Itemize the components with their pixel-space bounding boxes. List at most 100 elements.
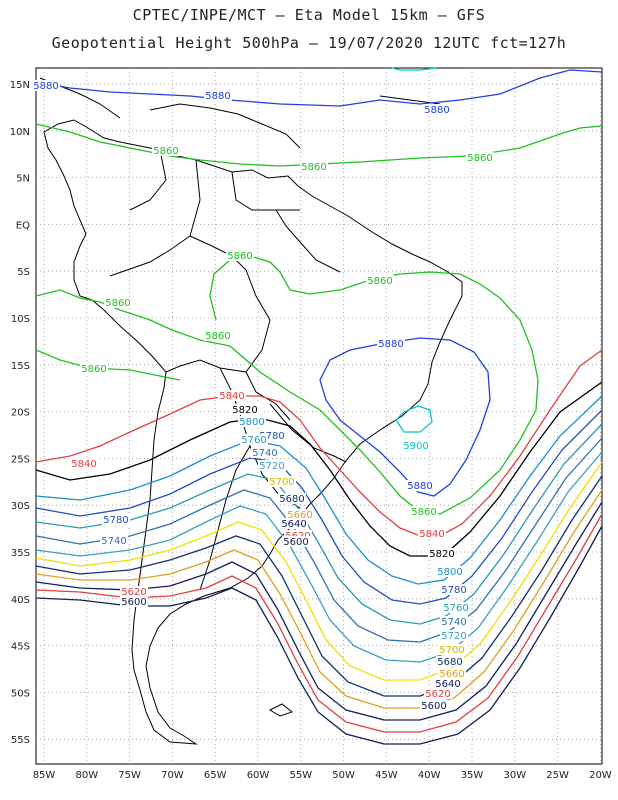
contour-5600: [35, 525, 603, 745]
contour-label: 5900: [403, 441, 428, 452]
contour-label-bg: [70, 458, 98, 469]
contour-label-bg: [231, 404, 259, 415]
lon-tick-label: 65W: [204, 770, 227, 781]
contour-label-bg: [440, 616, 468, 627]
contour-label: 5800: [437, 567, 462, 578]
contour-label-bg: [442, 602, 470, 613]
contour-label-bg: [226, 250, 254, 261]
contour-label-bg: [268, 476, 296, 487]
lat-tick-label: 40S: [11, 595, 30, 606]
contour-label: 5880: [205, 91, 230, 102]
contour-label: 5660: [287, 510, 312, 521]
contour-label: 5840: [71, 459, 96, 470]
contour-5640: [35, 501, 603, 721]
contour-label-bg: [282, 536, 310, 547]
contour-label-bg: [286, 509, 314, 520]
contour-label-bg: [238, 416, 266, 427]
lat-tick-label: 20S: [11, 408, 30, 419]
contour-label: 5720: [259, 461, 284, 472]
contour-5840: [35, 349, 603, 537]
contour-label-bg: [102, 514, 130, 525]
lon-tick-label: 45W: [375, 770, 398, 781]
contour-label: 5780: [259, 431, 284, 442]
axis-labels: 15N10N5NEQ5S10S15S20S25S30S35S40S45S50S5…: [10, 80, 612, 781]
contour-label: 5740: [252, 448, 277, 459]
lat-tick-label: 30S: [11, 501, 30, 512]
contour-label: 5700: [269, 477, 294, 488]
lon-tick-label: 75W: [118, 770, 141, 781]
lon-tick-label: 60W: [247, 770, 270, 781]
lon-tick-label: 25W: [546, 770, 569, 781]
contour-label: 5820: [232, 405, 257, 416]
lat-tick-label: 55S: [11, 735, 30, 746]
contour-label-bg: [440, 630, 468, 641]
contour-label: 5600: [121, 597, 146, 608]
lon-tick-label: 85W: [33, 770, 56, 781]
falklands: [268, 703, 294, 717]
contour-label-bg: [402, 440, 430, 451]
contour-label-bg: [423, 104, 451, 115]
contour-label-bg: [434, 678, 462, 689]
contour-label-bg: [120, 586, 148, 597]
lon-tick-label: 70W: [161, 770, 184, 781]
contour-label: 5860: [367, 276, 392, 287]
contour-label: 5760: [443, 603, 468, 614]
contour-label-bg: [218, 390, 246, 401]
contour-label-bg: [204, 90, 232, 101]
contour-label-bg: [300, 161, 328, 172]
contour-5900-north: [391, 67, 437, 71]
contour-label-bg: [32, 80, 60, 91]
lon-tick-label: 30W: [503, 770, 526, 781]
contour-label: 5600: [421, 701, 446, 712]
contour-label-bg: [440, 584, 468, 595]
lon-tick-label: 80W: [75, 770, 98, 781]
contour-5860-north: [35, 123, 603, 167]
lat-tick-label: 10N: [10, 127, 30, 138]
contour-label: 5680: [279, 494, 304, 505]
lat-tick-label: 15S: [11, 361, 30, 372]
contour-label: 5860: [105, 298, 130, 309]
contour-label-bg: [204, 330, 232, 341]
contour-label: 5720: [441, 631, 466, 642]
contour-label: 5880: [33, 81, 58, 92]
contour-label-bg: [428, 548, 456, 559]
lon-tick-label: 35W: [461, 770, 484, 781]
contour-label-bg: [120, 596, 148, 607]
contour-label-bg: [436, 566, 464, 577]
contour-label: 5740: [101, 536, 126, 547]
contour-label-bg: [438, 668, 466, 679]
contour-label: 5820: [429, 549, 454, 560]
lat-tick-label: 5N: [16, 174, 30, 185]
contour-label-bg: [152, 145, 180, 156]
contour-label: 5780: [103, 515, 128, 526]
caribbean-coast: [39, 77, 441, 149]
contour-5860-west: [35, 349, 181, 381]
contour-label: 5860: [467, 153, 492, 164]
contour-5660: [35, 489, 603, 709]
contour-label: 5780: [441, 585, 466, 596]
contour-label-bg: [251, 447, 279, 458]
lon-tick-label: 40W: [418, 770, 441, 781]
contour-5800: [35, 395, 603, 585]
lon-tick-label: 20W: [589, 770, 612, 781]
lon-tick-label: 55W: [289, 770, 312, 781]
lat-tick-label: 50S: [11, 688, 30, 699]
contour-label: 5640: [281, 519, 306, 530]
contour-label-bg: [80, 363, 108, 374]
contour-label-bg: [377, 338, 405, 349]
contour-5760: [35, 423, 603, 625]
contour-label-bg: [258, 460, 286, 471]
contour-label: 5620: [121, 587, 146, 598]
contour-5880-centre: [319, 337, 491, 497]
contour-label-bg: [424, 688, 452, 699]
contour-5860-south: [35, 255, 539, 515]
contour-label: 5860: [227, 251, 252, 262]
contour-label-bg: [104, 297, 132, 308]
contour-label: 5880: [378, 339, 403, 350]
contour-label-bg: [418, 528, 446, 539]
contour-label-bg: [436, 656, 464, 667]
contour-label-bg: [420, 700, 448, 711]
contour-label: 5740: [441, 617, 466, 628]
contour-label: 5880: [407, 481, 432, 492]
contour-lines: [35, 67, 603, 745]
